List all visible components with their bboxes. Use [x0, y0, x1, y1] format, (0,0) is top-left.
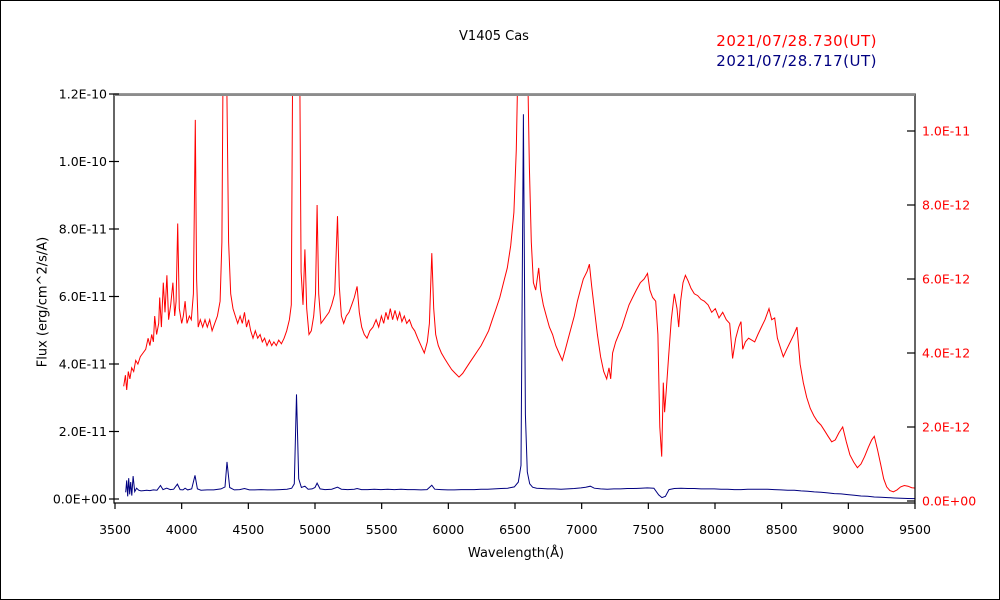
y-left-tick-label: 0.0E+00	[53, 492, 107, 507]
y-left-tick-label: 1.0E-10	[59, 154, 107, 169]
y-right-tick-label: 0.0E+00	[922, 494, 976, 509]
series-curve-blue	[125, 114, 915, 500]
y-left-tick-label: 2.0E-11	[59, 424, 107, 439]
y-left-tick-label: 6.0E-11	[59, 289, 107, 304]
x-axis-title: Wavelength(Å)	[467, 546, 565, 561]
x-tick-label: 5500	[366, 522, 398, 537]
y-left-tick-label: 8.0E-11	[59, 222, 107, 237]
x-tick-label: 7000	[566, 522, 598, 537]
y-right-tick-label: 4.0E-12	[922, 346, 970, 361]
x-tick-label: 8000	[699, 522, 731, 537]
y-right-tick-label: 2.0E-12	[922, 420, 970, 435]
legend-entry-blue: 2021/07/28.717(UT)	[716, 52, 877, 70]
x-tick-label: 6000	[432, 522, 464, 537]
legend: 2021/07/28.730(UT) 2021/07/28.717(UT)	[716, 31, 877, 71]
x-tick-label: 8500	[766, 522, 798, 537]
x-tick-label: 5000	[299, 522, 331, 537]
x-tick-label: 7500	[632, 522, 664, 537]
y-left-tick-label: 4.0E-11	[59, 357, 107, 372]
x-tick-label: 9500	[899, 522, 931, 537]
y-axis-title: Flux (erg/cm^2/s/A)	[35, 236, 51, 368]
plot-frame	[113, 93, 916, 504]
y-left-tick-label: 1.2E-10	[59, 87, 107, 102]
x-tick-label: 6500	[499, 522, 531, 537]
x-tick-label: 4500	[232, 522, 264, 537]
y-right-tick-label: 6.0E-12	[922, 272, 970, 287]
y-right-tick-label: 8.0E-12	[922, 198, 970, 213]
x-tick-label: 9000	[832, 522, 864, 537]
legend-entry-red: 2021/07/28.730(UT)	[716, 32, 877, 50]
x-tick-label: 3500	[99, 522, 131, 537]
series-curve-red	[123, 96, 915, 493]
y-right-tick-label: 1.0E-11	[922, 124, 970, 139]
chart-title: V1405 Cas	[459, 29, 529, 44]
x-tick-label: 4000	[166, 522, 198, 537]
